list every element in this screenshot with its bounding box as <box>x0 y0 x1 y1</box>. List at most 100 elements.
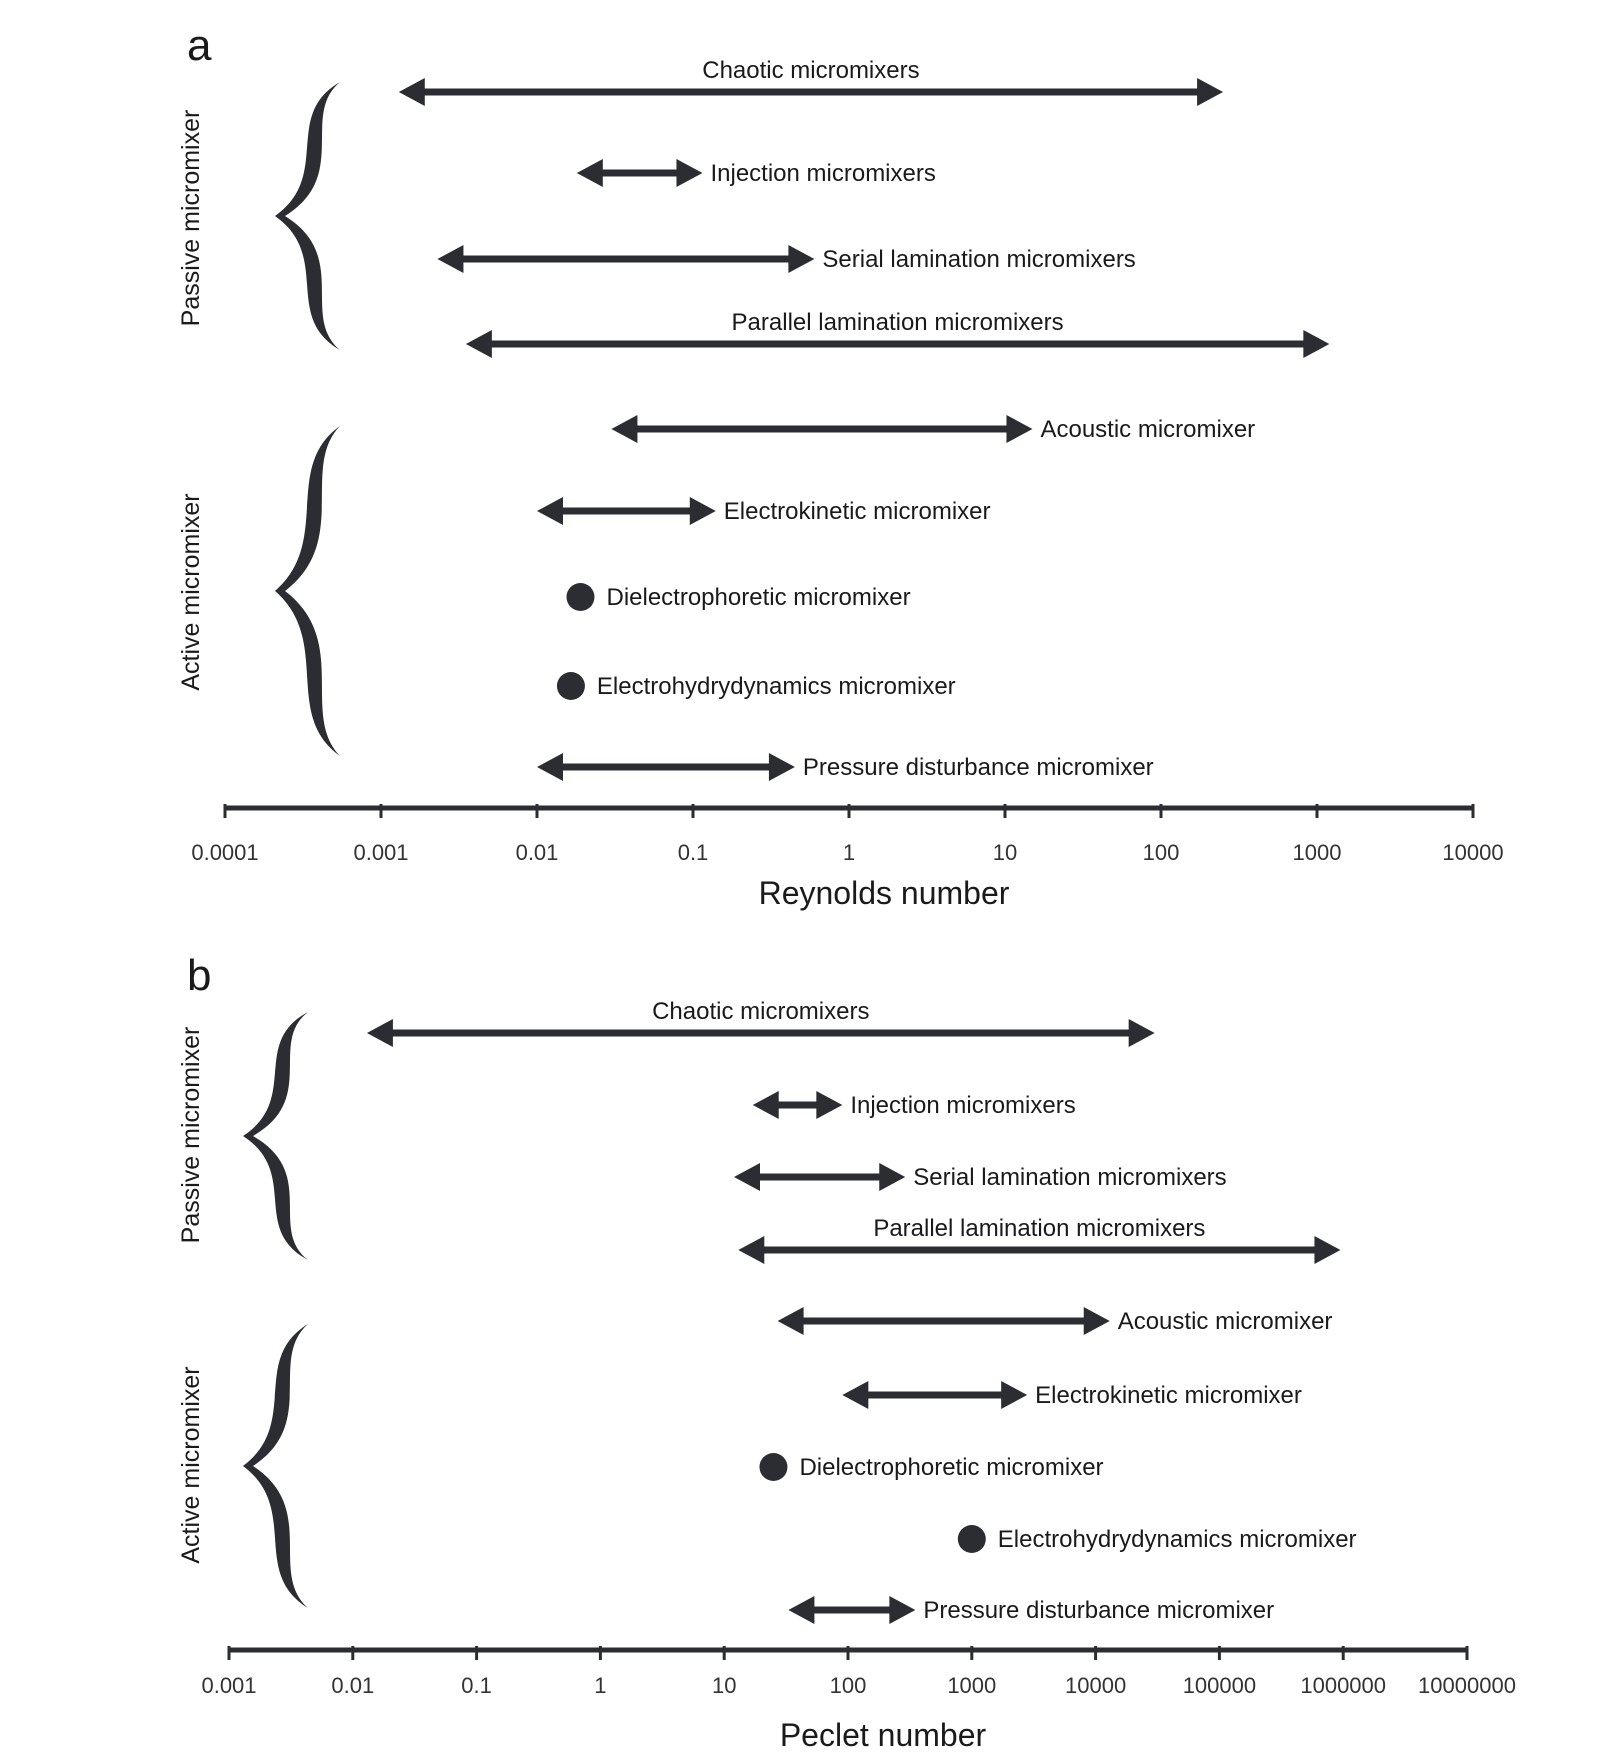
range-arrow: Serial lamination micromixers <box>734 1163 1227 1191</box>
arrow-head-left <box>437 245 464 273</box>
mark-label: Dielectrophoretic micromixer <box>799 1454 1103 1481</box>
curly-brace-icon <box>243 1324 308 1608</box>
tick-label: 0.01 <box>516 840 559 865</box>
arrow-head-left <box>576 159 603 187</box>
curly-brace-icon <box>275 82 340 350</box>
arrow-head-right <box>676 159 703 187</box>
panel-letter: a <box>187 21 212 70</box>
group-label: Passive micromixer <box>177 110 205 327</box>
arrow-head-right <box>768 753 795 781</box>
range-arrow: Electrokinetic micromixer <box>842 1381 1302 1409</box>
tick-label: 100000 <box>1183 1673 1256 1698</box>
mark-label: Acoustic micromixer <box>1040 416 1255 443</box>
tick-label: 0.001 <box>353 840 408 865</box>
range-arrow: Acoustic micromixer <box>611 415 1255 443</box>
arrow-head-right <box>689 497 716 525</box>
point-mark: Dielectrophoretic micromixer <box>759 1453 1104 1481</box>
arrow-head-left <box>537 497 563 525</box>
mark-label: Serial lamination micromixers <box>822 246 1135 273</box>
tick-label: 10000000 <box>1418 1673 1516 1698</box>
tick-label: 1 <box>843 840 855 865</box>
arrow-head-right <box>1314 1236 1341 1264</box>
mark-label: Chaotic micromixers <box>702 57 919 84</box>
point-dot <box>957 1525 986 1553</box>
tick-label: 0.0001 <box>191 840 258 865</box>
arrow-head-right <box>889 1596 916 1624</box>
arrow-head-right <box>1001 1381 1028 1409</box>
tick-label: 0.001 <box>201 1673 256 1698</box>
range-arrow: Injection micromixers <box>576 159 936 187</box>
tick-label: 1 <box>594 1673 606 1698</box>
x-axis-title: Reynolds number <box>759 875 1010 911</box>
range-arrow: Pressure disturbance micromixer <box>537 753 1154 781</box>
mark-label: Injection micromixers <box>850 1092 1075 1119</box>
arrow-head-right <box>1083 1307 1110 1335</box>
mark-label: Parallel lamination micromixers <box>732 309 1064 336</box>
arrow-head-right <box>1197 78 1224 106</box>
arrow-head-right <box>1128 1019 1155 1047</box>
arrow-head-left <box>465 330 492 358</box>
tick-label: 10000 <box>1065 1673 1126 1698</box>
x-axis: 0.001 0.01 0.1 1 10 100 1000 10000 100000 1000000… <box>201 1646 1516 1753</box>
arrow-head-right <box>816 1091 843 1119</box>
range-arrow: Parallel lamination micromixers <box>465 309 1330 358</box>
mark-label: Injection micromixers <box>710 160 935 187</box>
mark-label: Electrohydrydynamics micromixer <box>597 673 956 700</box>
range-arrow: Parallel lamination micromixers <box>738 1215 1341 1264</box>
panel-a: a Passive micromixer Active micromixer Chao… <box>177 21 1504 911</box>
mark-label: Electrohydrydynamics micromixer <box>998 1526 1357 1553</box>
x-axis: 0.0001 0.001 0.01 0.1 1 10 100 1000 10000 Reynold… <box>191 804 1504 911</box>
point-dot <box>556 672 585 700</box>
tick-label: 0.1 <box>678 840 709 865</box>
arrow-head-left <box>366 1019 393 1047</box>
group-active: Active micromixer <box>177 1324 308 1608</box>
tick-label: 100 <box>830 1673 867 1698</box>
x-axis-title: Peclet number <box>780 1717 987 1753</box>
arrow-head-left <box>842 1381 869 1409</box>
mark-label: Acoustic micromixer <box>1118 1308 1333 1335</box>
tick-label: 100 <box>1143 840 1180 865</box>
group-label: Active micromixer <box>177 1366 205 1563</box>
mark-label: Chaotic micromixers <box>652 998 869 1025</box>
group-active: Active micromixer <box>177 426 340 756</box>
point-dot <box>566 583 595 611</box>
range-arrow: Chaotic micromixers <box>366 998 1155 1047</box>
point-mark: Electrohydrydynamics micromixer <box>556 672 956 700</box>
arrow-head-left <box>738 1236 765 1264</box>
arrow-head-right <box>788 245 815 273</box>
arrow-head-left <box>537 753 563 781</box>
point-mark: Dielectrophoretic micromixer <box>566 583 911 611</box>
tick-label: 10 <box>993 840 1017 865</box>
panel-b: b Passive micromixer Active micromixer Chao… <box>177 951 1516 1753</box>
tick-label: 0.1 <box>461 1673 492 1698</box>
mark-label: Pressure disturbance micromixer <box>923 1597 1274 1624</box>
range-arrow: Chaotic micromixers <box>398 57 1224 106</box>
arrow-head-left <box>611 415 638 443</box>
mark-label: Dielectrophoretic micromixer <box>606 584 910 611</box>
tick-label: 1000 <box>1293 840 1342 865</box>
arrow-head-left <box>398 78 425 106</box>
tick-label: 10000 <box>1442 840 1503 865</box>
panel-letter: b <box>187 951 211 1000</box>
arrow-head-right <box>1006 415 1033 443</box>
group-passive: Passive micromixer <box>177 1012 308 1260</box>
point-dot <box>759 1453 788 1481</box>
range-arrow: Acoustic micromixer <box>777 1307 1333 1335</box>
mark-label: Serial lamination micromixers <box>913 1164 1226 1191</box>
arrow-head-left <box>752 1091 779 1119</box>
range-arrow: Injection micromixers <box>752 1091 1076 1119</box>
group-passive: Passive micromixer <box>177 82 340 350</box>
curly-brace-icon <box>275 426 340 756</box>
range-arrow: Serial lamination micromixers <box>437 245 1136 273</box>
arrow-head-left <box>734 1163 761 1191</box>
mark-label: Parallel lamination micromixers <box>873 1215 1205 1242</box>
tick-label: 10 <box>712 1673 736 1698</box>
group-label: Passive micromixer <box>177 1027 205 1244</box>
arrow-head-right <box>1303 330 1330 358</box>
mark-label: Pressure disturbance micromixer <box>803 754 1154 781</box>
tick-label: 1000 <box>947 1673 996 1698</box>
arrow-head-left <box>788 1596 815 1624</box>
mark-label: Electrokinetic micromixer <box>724 498 991 525</box>
arrow-head-left <box>777 1307 804 1335</box>
